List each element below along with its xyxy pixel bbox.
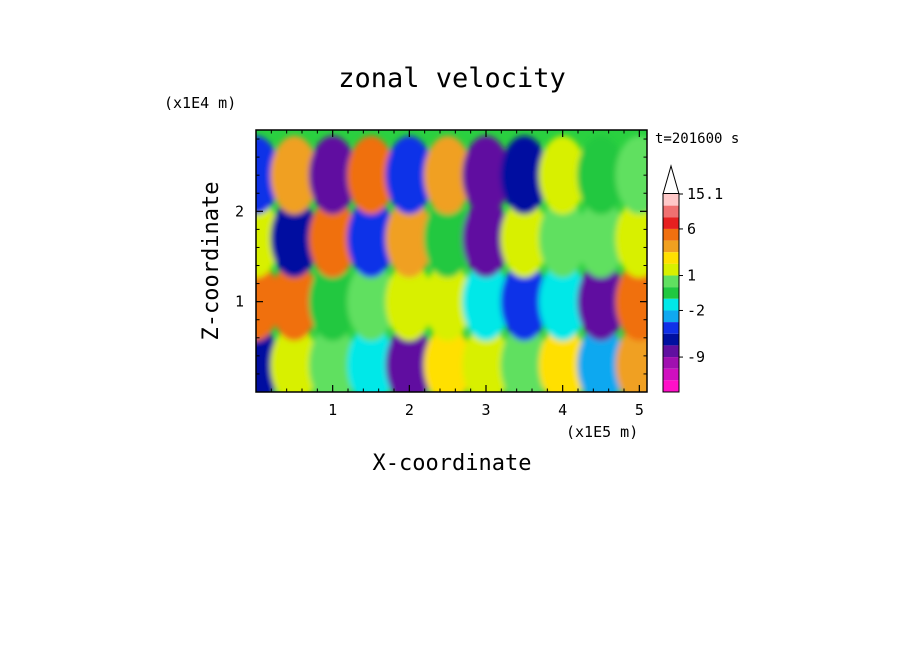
heatmap-cell xyxy=(462,325,510,392)
heatmap-cell xyxy=(270,325,319,392)
colorbar xyxy=(662,164,680,393)
heatmap-cell xyxy=(500,135,549,215)
heatmap-cell xyxy=(538,262,587,341)
colorbar-swatch xyxy=(663,252,679,264)
heatmap-cell xyxy=(347,262,395,341)
heatmap-cell xyxy=(385,199,434,278)
colorbar-label: -9 xyxy=(687,348,705,366)
heatmap-cell xyxy=(423,199,472,278)
colorbar-frame xyxy=(662,193,680,393)
plot-frame xyxy=(255,129,648,393)
heatmap-cell xyxy=(347,135,395,215)
colorbar-swatch xyxy=(663,322,679,334)
colorbar-label: 1 xyxy=(687,267,696,285)
colorbar-swatch xyxy=(663,380,679,392)
heatmap-cell xyxy=(347,325,395,392)
colorbar-swatch xyxy=(663,275,679,288)
heatmap-cell xyxy=(385,325,434,392)
heatmap-cell xyxy=(270,262,319,341)
heatmap-cell xyxy=(308,135,357,215)
colorbar-label: 15.1 xyxy=(687,185,723,203)
heatmap-cell xyxy=(462,262,510,341)
heatmap-cell xyxy=(500,325,549,392)
heatmap-cell xyxy=(577,199,625,278)
colorbar-swatch xyxy=(663,333,679,346)
heatmap-cell xyxy=(423,325,472,392)
x-tick-label: 1 xyxy=(328,401,337,419)
heatmap-cell xyxy=(385,262,434,341)
heatmap-cell xyxy=(538,135,587,215)
y-tick-label: 2 xyxy=(235,202,244,220)
colorbar-label: 6 xyxy=(687,220,696,238)
colorbar-swatch xyxy=(663,298,679,311)
colorbar-swatch xyxy=(663,240,679,253)
time-label: t=201600 s xyxy=(655,131,739,147)
heatmap-cell xyxy=(538,199,587,278)
colorbar-swatch xyxy=(663,217,679,229)
colorbar-overflow-arrow xyxy=(662,164,680,195)
x-scale-label: (x1E5 m) xyxy=(566,423,638,441)
heatmap-cell xyxy=(308,325,357,392)
heatmap-area xyxy=(256,130,647,392)
heatmap-cell xyxy=(577,135,625,215)
heatmap-cell xyxy=(500,262,549,341)
heatmap-cell xyxy=(500,199,549,278)
y-axis-label: Z-coordinate xyxy=(199,182,224,341)
heatmap-cell xyxy=(577,325,625,392)
colorbar-swatch xyxy=(663,310,679,323)
y-tick-label: 1 xyxy=(235,293,244,311)
colorbar-swatch xyxy=(663,228,679,241)
heatmap-cell xyxy=(462,135,510,215)
heatmap-field xyxy=(256,135,647,392)
heatmap-cell xyxy=(615,199,647,278)
heatmap-cell xyxy=(270,199,319,278)
x-axis-label: X-coordinate xyxy=(373,451,532,476)
x-tick-label: 4 xyxy=(558,401,567,419)
heatmap-cell xyxy=(308,262,357,341)
colorbar-label: -2 xyxy=(687,301,705,319)
colorbar-swatch xyxy=(663,368,679,381)
colorbar-swatch xyxy=(663,194,679,206)
heatmap-cell xyxy=(423,135,472,215)
heatmap-cell xyxy=(615,325,647,392)
x-tick-label: 5 xyxy=(635,401,644,419)
colorbar-labels: 15.1 6 1 -2 -9 xyxy=(679,185,723,366)
colorbar-swatch xyxy=(663,263,679,276)
heatmap-cell xyxy=(577,262,625,341)
x-tick-label: 3 xyxy=(481,401,490,419)
colorbar-swatch xyxy=(663,357,679,369)
heatmap-cell xyxy=(423,262,472,341)
x-axis: 1 2 3 4 5 xyxy=(270,130,644,419)
heatmap-cell xyxy=(308,199,357,278)
colorbar-swatch xyxy=(663,205,679,218)
heatmap-cell xyxy=(385,135,434,215)
heatmap-cell xyxy=(615,135,647,215)
chart-title: zonal velocity xyxy=(338,63,566,94)
y-axis: 12 xyxy=(235,138,647,375)
heatmap-cell xyxy=(270,135,319,215)
heatmap-cell xyxy=(538,325,587,392)
heatmap-cell xyxy=(615,262,647,341)
heatmap-cell xyxy=(347,199,395,278)
y-scale-label: (x1E4 m) xyxy=(164,94,236,112)
heatmap-cell xyxy=(462,199,510,278)
x-tick-label: 2 xyxy=(405,401,414,419)
colorbar-swatch xyxy=(663,345,679,358)
colorbar-swatch xyxy=(663,287,679,299)
